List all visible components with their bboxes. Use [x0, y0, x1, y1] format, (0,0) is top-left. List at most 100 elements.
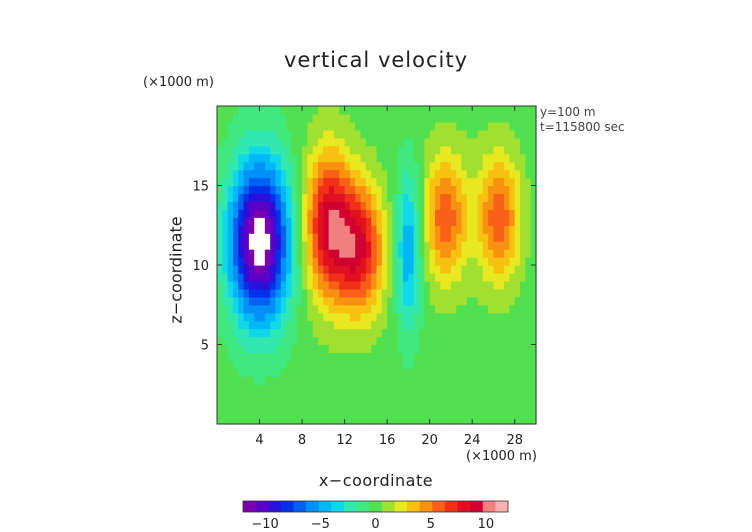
- heatmap-cell: [488, 106, 495, 115]
- heatmap-cell: [259, 106, 266, 115]
- heatmap-cell: [323, 384, 330, 393]
- heatmap-cell: [493, 336, 500, 346]
- heatmap-cell: [387, 153, 394, 163]
- heatmap-cell: [413, 416, 420, 425]
- heatmap-cell: [509, 272, 516, 282]
- heatmap-cell: [482, 177, 489, 187]
- heatmap-cell: [318, 193, 324, 202]
- heatmap-cell: [456, 304, 463, 314]
- heatmap-cell: [339, 129, 346, 139]
- heatmap-cell: [408, 360, 415, 369]
- heatmap-cell: [264, 257, 271, 266]
- heatmap-cell: [514, 145, 521, 155]
- heatmap-cell: [232, 312, 239, 322]
- heatmap-cell: [450, 185, 457, 195]
- heatmap-cell: [232, 368, 239, 377]
- heatmap-cell: [397, 241, 404, 250]
- heatmap-cell: [328, 217, 335, 226]
- heatmap-cell: [355, 193, 362, 202]
- heatmap-cell: [328, 257, 335, 266]
- heatmap-cell: [493, 249, 500, 258]
- heatmap-cell: [461, 400, 468, 409]
- heatmap-cell: [318, 352, 324, 361]
- heatmap-cell: [371, 241, 378, 250]
- heatmap-cell: [248, 209, 255, 218]
- heatmap-cell: [355, 288, 362, 298]
- heatmap-cell: [408, 408, 415, 417]
- heatmap-cell: [238, 416, 245, 425]
- heatmap-cell: [296, 328, 303, 338]
- heatmap-cell: [477, 137, 484, 147]
- heatmap-cell: [387, 328, 394, 338]
- heatmap-cell: [456, 360, 463, 369]
- heatmap-cell: [328, 201, 335, 210]
- heatmap-cell: [525, 209, 532, 218]
- heatmap-cell: [520, 368, 526, 377]
- heatmap-cell: [413, 408, 420, 417]
- heatmap-cell: [302, 416, 308, 425]
- heatmap-cell: [302, 113, 308, 123]
- heatmap-cell: [466, 137, 473, 147]
- heatmap-cell: [275, 201, 282, 210]
- heatmap-cell: [525, 257, 532, 266]
- heatmap-cell: [387, 177, 394, 187]
- heatmap-cell: [365, 106, 372, 115]
- heatmap-cell: [238, 217, 245, 226]
- heatmap-cell: [477, 193, 484, 202]
- heatmap-cell: [227, 153, 234, 163]
- heatmap-cell: [525, 225, 532, 234]
- heatmap-cell: [296, 185, 303, 195]
- heatmap-cell: [429, 201, 436, 210]
- heatmap-cell: [397, 288, 404, 298]
- heatmap-cell: [440, 145, 447, 155]
- heatmap-cell: [302, 360, 308, 369]
- heatmap-cell: [217, 328, 223, 338]
- heatmap-cell: [445, 106, 452, 115]
- heatmap-cell: [318, 161, 324, 171]
- heatmap-cell: [328, 161, 335, 171]
- heatmap-cell: [440, 177, 447, 187]
- heatmap-cell: [403, 312, 410, 322]
- heatmap-cell: [339, 272, 346, 282]
- heatmap-cell: [472, 241, 479, 250]
- heatmap-cell: [248, 344, 255, 354]
- heatmap-cell: [381, 416, 388, 425]
- heatmap-cell: [254, 344, 261, 354]
- heatmap-cell: [376, 344, 383, 354]
- heatmap-cell: [504, 201, 511, 210]
- heatmap-cell: [450, 169, 457, 179]
- heatmap-cell: [397, 161, 404, 171]
- heatmap-cell: [339, 161, 346, 171]
- heatmap-cell: [302, 106, 308, 115]
- heatmap-cell: [376, 161, 383, 171]
- heatmap-cell: [328, 408, 335, 417]
- heatmap-cell: [312, 408, 319, 417]
- heatmap-cell: [429, 145, 436, 155]
- heatmap-cell: [323, 145, 330, 155]
- heatmap-cell: [456, 209, 463, 218]
- heatmap-cell: [318, 217, 324, 226]
- heatmap-cell: [371, 121, 378, 131]
- heatmap-cell: [259, 280, 266, 290]
- heatmap-cell: [413, 113, 420, 123]
- heatmap-cell: [248, 177, 255, 187]
- heatmap-cell: [456, 113, 463, 123]
- heatmap-cell: [413, 265, 420, 274]
- heatmap-cell: [312, 376, 319, 385]
- heatmap-cell: [333, 161, 340, 171]
- heatmap-cell: [291, 249, 298, 258]
- heatmap-cell: [488, 193, 495, 202]
- heatmap-cell: [238, 241, 245, 250]
- heatmap-cell: [302, 296, 308, 306]
- heatmap-cell: [419, 106, 425, 115]
- heatmap-cell: [365, 312, 372, 322]
- heatmap-cell: [333, 328, 340, 338]
- heatmap-cell: [280, 185, 287, 195]
- heatmap-cell: [504, 209, 511, 218]
- heatmap-cell: [323, 249, 330, 258]
- heatmap-cell: [498, 209, 505, 218]
- heatmap-cell: [339, 352, 346, 361]
- heatmap-cell: [504, 360, 511, 369]
- heatmap-cell: [440, 296, 447, 306]
- heatmap-cell: [381, 320, 388, 330]
